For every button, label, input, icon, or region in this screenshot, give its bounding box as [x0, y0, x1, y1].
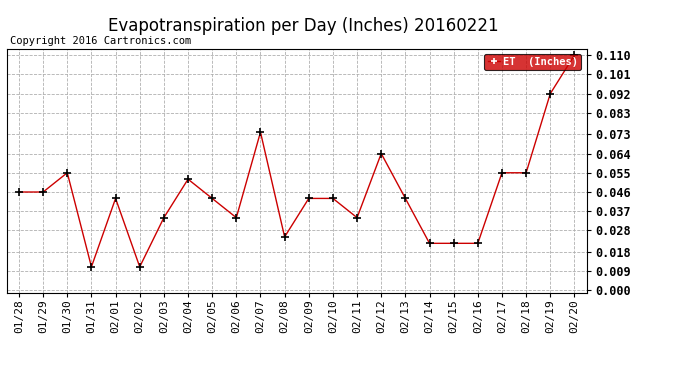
Legend: ET  (Inches): ET (Inches) — [484, 54, 581, 70]
Text: Evapotranspiration per Day (Inches) 20160221: Evapotranspiration per Day (Inches) 2016… — [108, 17, 499, 35]
Text: Copyright 2016 Cartronics.com: Copyright 2016 Cartronics.com — [10, 36, 192, 46]
